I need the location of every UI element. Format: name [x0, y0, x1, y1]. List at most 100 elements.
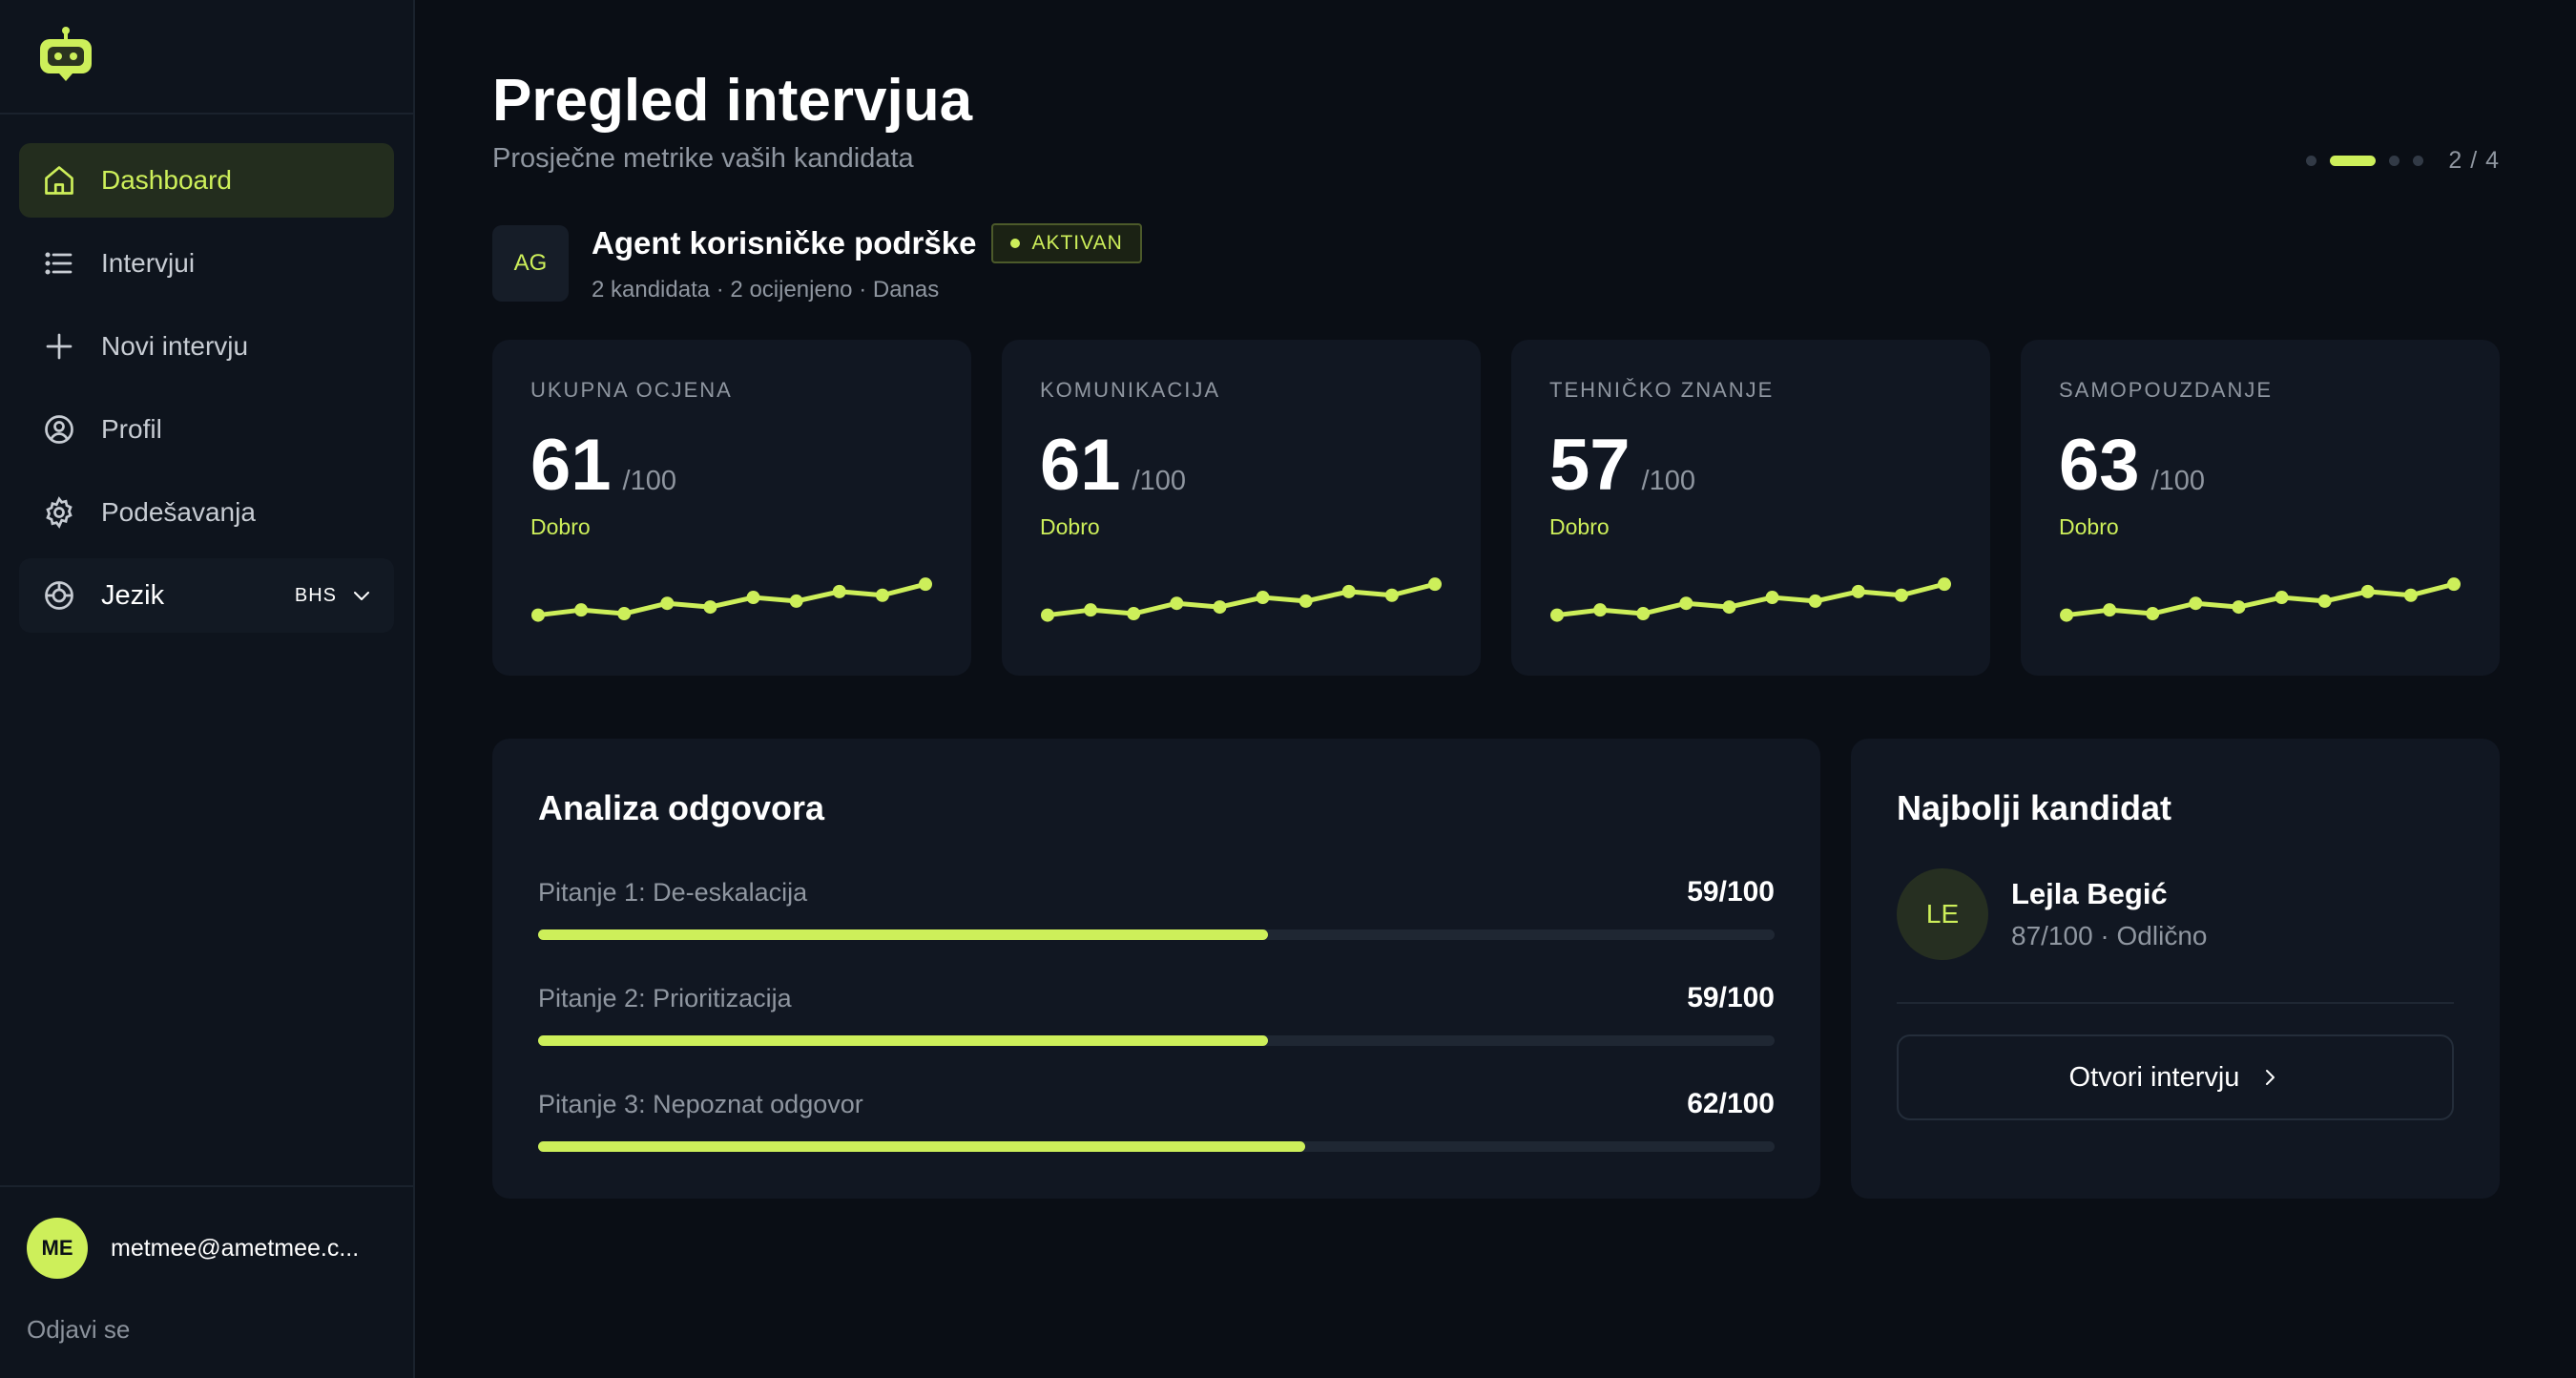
sparkline-point	[1894, 588, 1908, 602]
sparkline-point	[2146, 607, 2160, 621]
pager-dot-active[interactable]	[2330, 156, 2377, 166]
question-row: Pitanje 1: De-eskalacija 59/100	[538, 876, 1775, 940]
metric-max: /100	[2150, 466, 2205, 496]
sparkline-point	[2317, 594, 2332, 608]
metric-max: /100	[1641, 466, 1695, 496]
metric-score: 61	[1040, 425, 1121, 506]
metric-grade: Dobro	[1040, 514, 1100, 539]
sidebar-item-label: Podešavanja	[101, 497, 256, 527]
sidebar: Dashboard Intervjui Novi intervju Profil…	[0, 0, 415, 1378]
sidebar-item-dashboard[interactable]: Dashboard	[19, 143, 394, 218]
candidate-row: LE Lejla Begić 87/100 · Odlično	[1897, 868, 2454, 960]
sparkline-point	[2447, 577, 2461, 592]
user-email: metmee@ametmee.c...	[111, 1234, 360, 1262]
sparkline-point	[1084, 603, 1098, 617]
sparkline-line	[1047, 581, 1436, 618]
metric-label: TEHNIČKO ZNANJE	[1549, 378, 1775, 402]
progress-fill	[538, 1141, 1305, 1152]
question-label: Pitanje 1: De-eskalacija	[538, 877, 808, 907]
pager-dot[interactable]	[2306, 156, 2317, 166]
globe-icon	[42, 578, 76, 613]
agent-avatar: AG	[492, 225, 569, 302]
chevron-down-icon	[350, 584, 373, 607]
progress-bar	[538, 1035, 1775, 1046]
sparkline-point	[2060, 608, 2073, 622]
pager-dot[interactable]	[2389, 156, 2400, 166]
pager: 2 / 4	[2306, 147, 2500, 175]
progress-fill	[538, 1035, 1268, 1046]
sparkline	[531, 577, 932, 622]
open-interview-button[interactable]: Otvori intervju	[1897, 1034, 2454, 1120]
home-icon	[42, 163, 76, 198]
user-row[interactable]: ME metmee@ametmee.c...	[27, 1218, 386, 1279]
sparkline-point	[746, 591, 760, 605]
list-icon	[42, 246, 76, 281]
language-selector[interactable]: Jezik BHS	[19, 558, 394, 633]
open-interview-label: Otvori intervju	[2068, 1061, 2240, 1093]
avatar: ME	[27, 1218, 88, 1279]
sparkline-point	[703, 600, 717, 615]
metric-cards: UKUPNA OCJENA 61 /100 Dobro KOMUNIKACIJA…	[492, 340, 2500, 676]
progress-bar	[538, 929, 1775, 940]
sparkline-point	[2103, 603, 2117, 617]
metric-card-communication: KOMUNIKACIJA 61 /100 Dobro	[1002, 340, 1481, 676]
sparkline	[1550, 577, 1951, 622]
metric-score: 57	[1549, 425, 1631, 506]
sparkline-point	[2189, 596, 2203, 611]
language-value: BHS	[294, 584, 337, 606]
sparkline-point	[1636, 607, 1651, 621]
sidebar-item-new-interview[interactable]: Novi intervju	[19, 309, 394, 384]
sparkline-point	[617, 607, 632, 621]
agent-meta: 2 kandidata · 2 ocijenjeno · Danas	[592, 277, 940, 303]
metric-label: UKUPNA OCJENA	[530, 378, 733, 402]
answer-analysis-panel: Analiza odgovora Pitanje 1: De-eskalacij…	[492, 739, 1820, 1199]
candidate-meta: 87/100 · Odlično	[2011, 921, 2208, 950]
sparkline-point	[1851, 584, 1865, 598]
sparkline-point	[2360, 584, 2375, 598]
question-row: Pitanje 3: Nepoznat odgovor 62/100	[538, 1088, 1775, 1152]
question-score: 62/100	[1687, 1088, 1775, 1119]
chevron-right-icon	[2258, 1066, 2281, 1089]
page-subtitle: Prosječne metrike vaših kandidata	[492, 143, 914, 174]
logout-link[interactable]: Odjavi se	[27, 1315, 131, 1344]
sidebar-nav: Dashboard Intervjui Novi intervju Profil…	[0, 115, 413, 633]
robot-logo-icon[interactable]	[36, 26, 95, 88]
metric-max: /100	[1132, 466, 1186, 496]
sparkline-point	[1170, 596, 1184, 611]
metric-card-technical: TEHNIČKO ZNANJE 57 /100 Dobro	[1511, 340, 1990, 676]
sparkline-point	[2403, 588, 2418, 602]
language-label: Jezik	[101, 579, 165, 611]
sparkline-point	[1127, 607, 1141, 621]
metric-label: SAMOPOUZDANJE	[2059, 378, 2274, 402]
sparkline-point	[1298, 594, 1313, 608]
sparkline-point	[1593, 603, 1608, 617]
sidebar-item-interviews[interactable]: Intervjui	[19, 226, 394, 301]
sparkline-point	[789, 594, 803, 608]
panel-title: Analiza odgovora	[538, 788, 825, 827]
metric-card-confidence: SAMOPOUZDANJE 63 /100 Dobro	[2021, 340, 2500, 676]
sparkline-point	[1341, 584, 1356, 598]
question-label: Pitanje 3: Nepoznat odgovor	[538, 1089, 863, 1118]
agent-name: Agent korisničke podrške	[592, 225, 977, 261]
status-badge: AKTIVAN	[991, 223, 1142, 263]
agent-header: AG Agent korisničke podrške AKTIVAN 2 ka…	[492, 223, 1142, 303]
divider	[1897, 1002, 2454, 1004]
status-dot-icon	[1010, 239, 1021, 248]
pager-dot[interactable]	[2413, 156, 2424, 166]
metric-max: /100	[622, 466, 676, 496]
sidebar-item-settings[interactable]: Podešavanja	[19, 475, 394, 550]
sidebar-item-profile[interactable]: Profil	[19, 392, 394, 467]
sparkline-point	[1256, 591, 1270, 605]
sparkline-point	[1938, 577, 1951, 592]
sparkline	[2060, 577, 2461, 622]
sparkline-point	[1765, 591, 1779, 605]
logo-area	[0, 0, 413, 115]
gear-icon	[42, 495, 76, 530]
sidebar-item-label: Profil	[101, 414, 162, 444]
metric-grade: Dobro	[530, 514, 591, 539]
sparkline-line	[2066, 581, 2455, 618]
sparkline	[1041, 577, 1442, 622]
sparkline-point	[1428, 577, 1442, 592]
sidebar-item-label: Dashboard	[101, 165, 232, 195]
sidebar-item-label: Intervjui	[101, 248, 196, 278]
